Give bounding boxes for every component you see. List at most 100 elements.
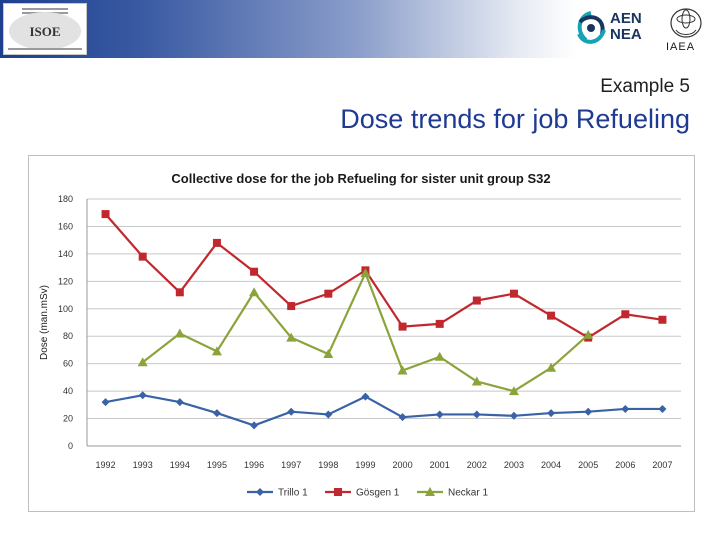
x-tick-label: 2003 [504,460,524,470]
data-point [361,392,370,401]
nea-logo-line2: NEA [610,26,642,43]
data-point [137,357,148,367]
data-point [323,349,334,359]
iaea-logo-text: IAEA [666,41,696,53]
data-point [471,376,482,386]
data-point [472,296,481,305]
chart-frame: Collective dose for the job Refueling fo… [28,155,695,512]
x-tick-label: 1993 [133,460,153,470]
x-tick-label: 2004 [541,460,561,470]
legend-swatch-marker [425,487,435,496]
data-point [250,421,259,430]
nea-logo-line1: AEN [610,10,642,27]
data-point [286,332,297,342]
y-tick-label: 60 [63,359,73,369]
data-point [138,391,147,400]
x-tick-label: 1999 [355,460,375,470]
logo-footer-line [8,48,82,50]
isoe-logo: ISOE [3,3,87,55]
series-g-sgen-1 [101,210,667,342]
legend-swatch-marker [256,488,264,496]
data-point [547,409,556,418]
data-point [434,351,445,361]
y-tick-label: 40 [63,386,73,396]
slide-subtitle: Example 5 [600,76,690,97]
y-tick-label: 0 [68,441,73,451]
data-point [509,411,518,420]
chart-title: Collective dose for the job Refueling fo… [171,171,550,186]
x-tick-label: 1997 [281,460,301,470]
data-point [547,311,556,320]
x-tick-label: 2006 [615,460,635,470]
series-neckar-1 [137,268,594,396]
header-banner [0,0,720,58]
data-series [101,210,667,430]
data-point [250,267,259,276]
x-tick-label: 1992 [96,460,116,470]
series-line [142,270,589,393]
data-point [212,238,221,247]
legend-entry: Neckar 1 [448,488,488,499]
data-point [101,398,110,407]
data-point [435,319,444,328]
y-tick-label: 160 [58,221,73,231]
nea-logo-text: AEN NEA [610,11,642,43]
legend-entry: Gösgen 1 [356,488,400,499]
data-point [508,386,519,396]
y-tick-label: 180 [58,194,73,204]
data-point [287,302,296,311]
data-point [472,410,481,419]
legend: Trillo 1 Gösgen 1 Neckar 1 [247,487,488,499]
x-tick-label: 1994 [170,460,190,470]
nea-emblem-icon [577,11,606,44]
legend-swatch-marker [334,488,342,496]
iaea-emblem-icon [670,8,702,38]
series-trillo-1 [101,391,667,430]
data-point [287,407,296,416]
data-point [658,315,667,324]
data-point [398,322,407,331]
y-tick-label: 100 [58,304,73,314]
data-point [509,289,518,298]
x-tick-label: 2001 [430,460,450,470]
data-point [101,210,110,219]
x-tick-label: 1995 [207,460,227,470]
data-point [584,407,593,416]
data-point [324,410,333,419]
line-chart: Collective dose for the job Refueling fo… [39,171,681,499]
data-point [658,404,667,413]
data-point [360,268,371,278]
data-point [398,413,407,422]
data-point [138,252,147,261]
y-axis-label: Dose (man.mSv) [39,285,50,360]
data-point [212,409,221,418]
x-tick-labels: 1992 1993 1994 1995 1996 1997 1998 1999 2000 2001… [96,460,673,470]
y-tick-label: 120 [58,276,73,286]
y-tick-label: 140 [58,249,73,259]
isoe-logo-text: ISOE [29,24,61,39]
data-point [324,289,333,298]
data-point [435,410,444,419]
data-point [397,365,408,375]
series-line [104,213,663,339]
y-tick-label: 20 [63,414,73,424]
legend-entry: Trillo 1 [278,488,308,499]
data-point [583,329,594,339]
data-point [175,288,184,297]
data-point [175,398,184,407]
data-point [211,346,222,356]
data-point [546,362,557,372]
x-tick-label: 2002 [467,460,487,470]
data-point [621,310,630,319]
y-tick-labels: 0 20 40 60 80 100 120 140 160 180 [58,194,73,451]
x-tick-label: 2007 [652,460,672,470]
data-point [621,404,630,413]
x-tick-label: 2000 [393,460,413,470]
logo-text-lines [22,8,68,10]
data-point [174,328,185,338]
y-tick-label: 80 [63,331,73,341]
series-line [105,394,663,427]
x-tick-label: 2005 [578,460,598,470]
x-tick-label: 1998 [318,460,338,470]
world-map-icon [9,12,81,50]
